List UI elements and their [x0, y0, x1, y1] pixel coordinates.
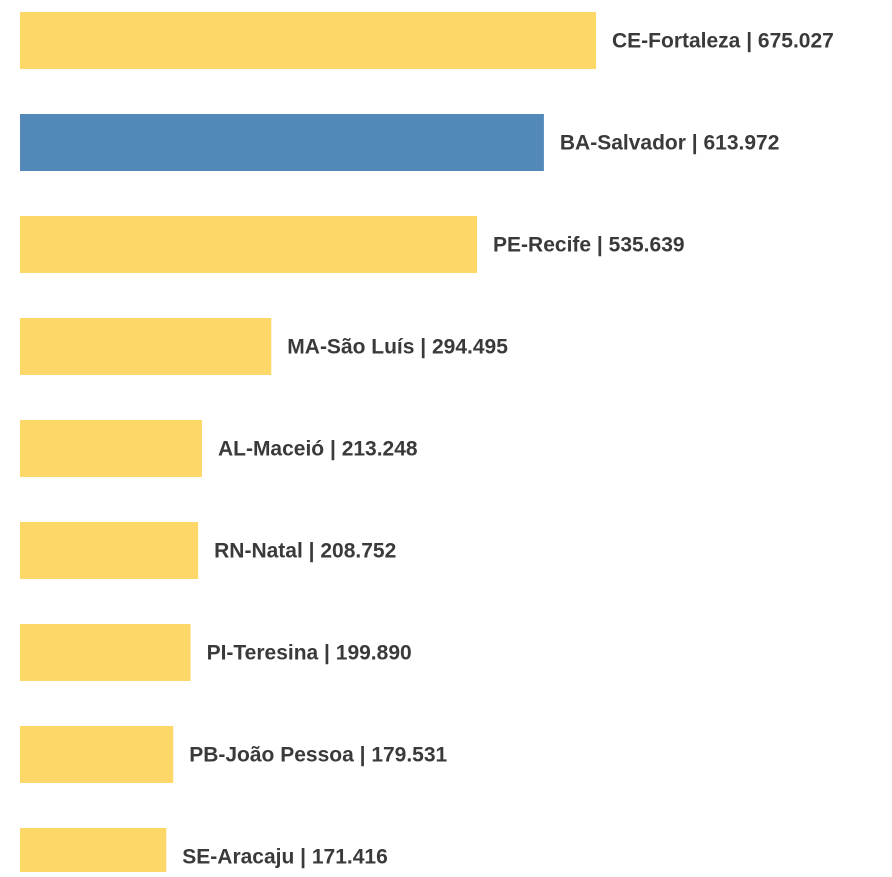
bar: [20, 420, 202, 477]
value-label: 171.416: [312, 845, 388, 868]
bar: [20, 726, 174, 783]
separator: |: [354, 743, 372, 766]
bar: [20, 12, 596, 69]
category-label: AL-Maceió: [218, 437, 324, 460]
bar-label: SE-Aracaju | 171.416: [182, 845, 388, 868]
value-label: 179.531: [371, 743, 447, 766]
bar: [20, 828, 167, 877]
separator: |: [740, 29, 758, 52]
separator: |: [294, 845, 312, 868]
bar-label: RN-Natal | 208.752: [214, 539, 396, 562]
bar-label: MA-São Luís | 294.495: [287, 335, 508, 358]
value-label: 535.639: [609, 233, 685, 256]
bar-label: BA-Salvador | 613.972: [560, 131, 780, 154]
value-label: 208.752: [320, 539, 396, 562]
separator: |: [686, 131, 704, 154]
separator: |: [414, 335, 432, 358]
value-label: 675.027: [758, 29, 834, 52]
value-label: 199.890: [336, 641, 412, 664]
bar-label: PE-Recife | 535.639: [493, 233, 685, 256]
bar: [20, 624, 191, 681]
category-label: PE-Recife: [493, 233, 591, 256]
bar: [20, 522, 199, 579]
bar-label: PB-João Pessoa | 179.531: [189, 743, 447, 766]
category-label: SE-Aracaju: [182, 845, 294, 868]
bar-label: AL-Maceió | 213.248: [218, 437, 418, 460]
value-label: 213.248: [342, 437, 418, 460]
bar: [20, 318, 272, 375]
value-label: 613.972: [703, 131, 779, 154]
bar: [20, 216, 478, 273]
category-label: CE-Fortaleza: [612, 29, 741, 52]
separator: |: [591, 233, 609, 256]
separator: |: [324, 437, 342, 460]
bar: [20, 114, 544, 171]
separator: |: [303, 539, 321, 562]
bar-label: PI-Teresina | 199.890: [207, 641, 412, 664]
category-label: MA-São Luís: [287, 335, 414, 358]
value-label: 294.495: [432, 335, 508, 358]
category-label: PI-Teresina: [207, 641, 319, 664]
bar-label: CE-Fortaleza | 675.027: [612, 29, 834, 52]
separator: |: [318, 641, 336, 664]
category-label: RN-Natal: [214, 539, 303, 562]
category-label: BA-Salvador: [560, 131, 686, 154]
category-label: PB-João Pessoa: [189, 743, 354, 766]
